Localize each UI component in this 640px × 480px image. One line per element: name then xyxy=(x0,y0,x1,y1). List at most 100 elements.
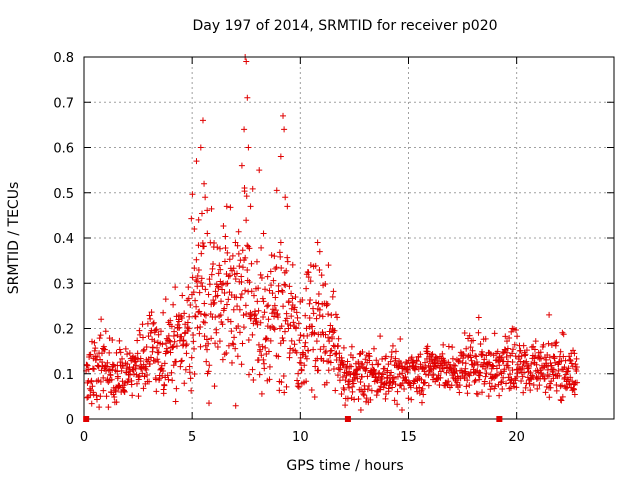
data-point xyxy=(214,344,221,351)
data-point xyxy=(339,374,346,381)
data-point xyxy=(281,281,288,288)
data-point xyxy=(227,318,234,325)
data-point xyxy=(313,338,320,345)
data-point xyxy=(88,377,95,384)
data-point xyxy=(320,343,327,350)
data-point xyxy=(549,366,556,373)
data-point xyxy=(204,346,211,353)
data-point xyxy=(562,357,569,364)
data-point xyxy=(267,337,274,344)
data-point xyxy=(276,387,283,394)
data-point xyxy=(295,370,302,377)
data-point xyxy=(217,245,224,252)
data-point xyxy=(320,357,327,364)
data-point xyxy=(482,335,489,342)
data-point xyxy=(192,313,199,320)
data-point xyxy=(526,380,533,387)
data-point xyxy=(344,395,351,402)
data-point xyxy=(525,364,532,371)
data-point xyxy=(95,363,102,370)
data-point xyxy=(371,378,378,385)
data-point xyxy=(201,300,208,307)
data-point xyxy=(366,350,373,357)
data-point xyxy=(199,283,206,290)
data-point xyxy=(191,265,198,272)
data-point xyxy=(326,328,333,335)
data-point xyxy=(394,388,401,395)
data-point xyxy=(269,306,276,313)
data-point xyxy=(250,377,257,384)
data-point xyxy=(223,349,230,356)
data-point xyxy=(193,277,200,284)
data-point xyxy=(121,389,128,396)
data-point xyxy=(479,389,486,396)
data-point xyxy=(196,289,203,296)
data-point xyxy=(377,383,384,390)
data-point xyxy=(498,378,505,385)
data-point xyxy=(538,355,545,362)
data-point xyxy=(241,126,248,133)
data-point xyxy=(473,353,480,360)
data-point xyxy=(198,210,205,217)
data-point xyxy=(343,365,350,372)
data-point xyxy=(462,360,469,367)
data-point xyxy=(371,367,378,374)
data-point xyxy=(342,402,349,409)
data-point xyxy=(350,380,357,387)
data-point xyxy=(358,373,365,380)
data-point xyxy=(566,356,573,363)
data-point xyxy=(204,207,211,214)
data-point xyxy=(239,340,246,347)
data-point xyxy=(248,260,255,267)
data-point xyxy=(401,386,408,393)
data-point xyxy=(335,342,342,349)
data-point xyxy=(179,292,186,299)
data-point xyxy=(221,305,228,312)
data-point xyxy=(545,373,552,380)
data-point xyxy=(498,354,505,361)
data-point xyxy=(313,315,320,322)
data-point xyxy=(328,347,335,354)
data-point xyxy=(256,167,263,174)
data-point xyxy=(460,355,467,362)
data-point xyxy=(87,351,94,358)
data-point xyxy=(250,292,257,299)
data-point xyxy=(126,350,133,357)
data-point xyxy=(245,336,252,343)
data-point xyxy=(573,363,580,370)
data-point xyxy=(518,353,525,360)
data-point xyxy=(297,332,304,339)
data-point xyxy=(103,393,110,400)
data-point xyxy=(489,362,496,369)
data-point xyxy=(210,300,217,307)
data-point xyxy=(170,301,177,308)
data-point xyxy=(303,285,310,292)
data-point xyxy=(135,393,142,400)
data-point xyxy=(357,365,364,372)
data-point xyxy=(564,368,571,375)
data-point xyxy=(512,377,519,384)
data-point xyxy=(169,344,176,351)
data-point xyxy=(421,380,428,387)
data-point xyxy=(420,391,427,398)
data-point xyxy=(227,204,234,211)
data-point xyxy=(197,324,204,331)
data-point xyxy=(425,382,432,389)
data-point xyxy=(150,320,157,327)
data-point xyxy=(173,358,179,365)
data-point xyxy=(464,390,471,397)
data-point xyxy=(306,300,313,307)
data-point xyxy=(517,358,524,365)
data-point xyxy=(205,340,212,347)
data-point xyxy=(532,338,539,345)
data-point xyxy=(244,94,251,101)
data-point xyxy=(547,380,554,387)
data-point xyxy=(302,339,309,346)
data-point xyxy=(170,362,177,369)
data-point xyxy=(98,350,105,357)
data-point xyxy=(512,327,519,334)
data-point xyxy=(546,311,553,318)
data-point xyxy=(155,331,162,338)
data-point xyxy=(173,343,180,350)
data-point xyxy=(385,388,392,395)
